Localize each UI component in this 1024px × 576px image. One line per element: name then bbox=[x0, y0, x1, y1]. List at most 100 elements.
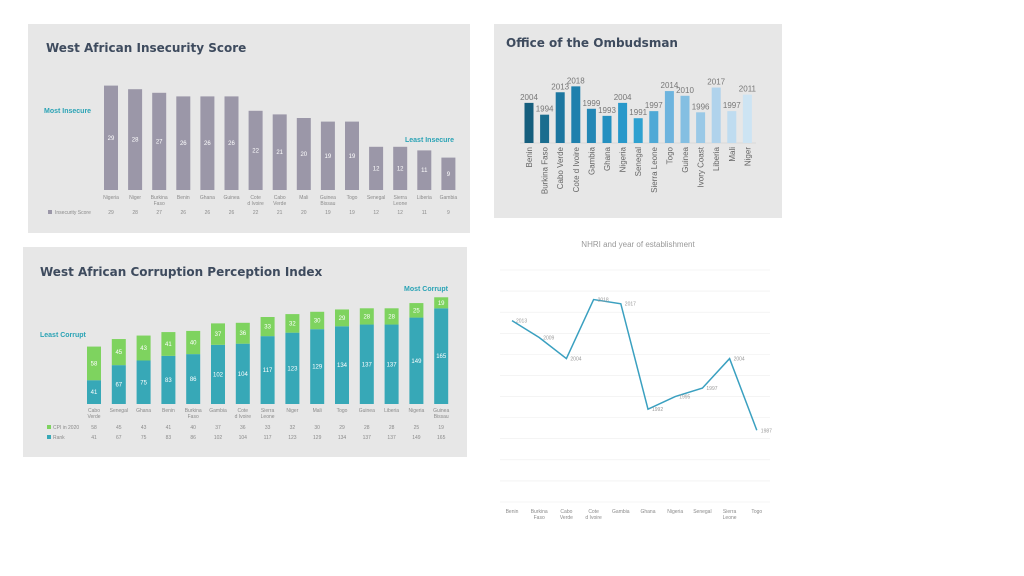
data-label: 2018 bbox=[567, 76, 585, 85]
bar-rank bbox=[310, 329, 325, 404]
data-label: 1995 bbox=[679, 395, 690, 401]
category-label: Ghana bbox=[200, 195, 215, 201]
bar bbox=[104, 85, 118, 190]
legend-label: Rank bbox=[53, 435, 65, 441]
table-value: 27 bbox=[156, 210, 162, 216]
category-label: Nigeria bbox=[619, 146, 628, 172]
data-label: 1992 bbox=[652, 407, 663, 413]
table-value: 41 bbox=[91, 435, 97, 441]
bar-cpi-in-2020 bbox=[434, 297, 449, 309]
table-value: 45 bbox=[116, 425, 122, 431]
bar bbox=[441, 157, 456, 190]
data-label: 1997 bbox=[723, 101, 741, 110]
bar bbox=[200, 96, 215, 190]
category-label: Ghana bbox=[640, 509, 655, 515]
table-value: 12 bbox=[397, 210, 403, 216]
data-label: 26 bbox=[180, 141, 187, 147]
category-label: Cabo Verde bbox=[556, 146, 565, 189]
table-value: 36 bbox=[240, 425, 246, 431]
data-label: 137 bbox=[362, 362, 373, 368]
category-label: Senegal bbox=[110, 408, 128, 414]
chart-title: NHRI and year of establishment bbox=[581, 240, 695, 249]
category-label: Guinea bbox=[223, 195, 239, 201]
bar-cpi-in-2020 bbox=[260, 317, 275, 337]
bar-cpi-in-2020 bbox=[87, 346, 101, 381]
category-label: Cote d Ivoire bbox=[572, 146, 581, 192]
table-value: 26 bbox=[229, 210, 235, 216]
data-label: 29 bbox=[339, 316, 346, 322]
table-value: 19 bbox=[349, 210, 355, 216]
chart-title: Office of the Ombudsman bbox=[506, 36, 678, 50]
category-label: Guinea bbox=[681, 146, 690, 172]
category-label: Cote d Ivoire bbox=[585, 509, 602, 521]
bar-rank bbox=[186, 354, 201, 404]
category-label: Nigeria bbox=[408, 408, 424, 414]
bar bbox=[248, 110, 263, 190]
data-label: 117 bbox=[263, 368, 273, 374]
data-label: 2013 bbox=[516, 319, 527, 325]
category-label: Nigeria bbox=[667, 509, 683, 515]
bar bbox=[128, 89, 143, 190]
category-label: Gambia bbox=[587, 146, 596, 175]
category-label: Liberia bbox=[417, 195, 432, 201]
category-label: Liberia bbox=[712, 146, 721, 171]
bar bbox=[296, 118, 311, 190]
data-label: 123 bbox=[287, 366, 298, 372]
bar bbox=[711, 87, 721, 143]
data-label: 28 bbox=[388, 314, 395, 320]
data-label: 19 bbox=[325, 154, 332, 160]
table-value: 104 bbox=[239, 435, 248, 441]
data-label: 67 bbox=[115, 383, 122, 389]
category-label: Ivory Coast bbox=[697, 146, 706, 187]
table-value: 19 bbox=[325, 210, 331, 216]
data-label: 25 bbox=[413, 308, 420, 314]
bar-rank bbox=[211, 344, 225, 404]
bar bbox=[224, 96, 239, 190]
category-label: Burkina Faso bbox=[185, 408, 202, 420]
data-label: 83 bbox=[165, 378, 172, 384]
bar-cpi-in-2020 bbox=[409, 303, 424, 318]
data-label: 11 bbox=[421, 168, 428, 174]
table-value: 21 bbox=[277, 210, 283, 216]
category-label: Senegal bbox=[367, 195, 385, 201]
data-label: 29 bbox=[108, 136, 115, 142]
bar-cpi-in-2020 bbox=[111, 339, 126, 366]
cpi-chart: West African Corruption Perception Index… bbox=[23, 247, 467, 457]
data-label: 21 bbox=[276, 150, 283, 156]
table-value: 28 bbox=[132, 210, 138, 216]
ombudsman-chart: Office of the Ombudsman 2004 Benin 1994 Burk… bbox=[494, 24, 782, 218]
bar-rank bbox=[260, 336, 275, 404]
data-label: 20 bbox=[300, 152, 307, 158]
bar bbox=[649, 111, 659, 143]
data-label: 137 bbox=[387, 362, 398, 368]
table-value: 41 bbox=[166, 425, 172, 431]
bar-cpi-in-2020 bbox=[310, 311, 325, 330]
table-value: 129 bbox=[313, 435, 322, 441]
category-label: Senegal bbox=[634, 147, 643, 177]
bar-rank bbox=[384, 324, 399, 404]
category-label: Liberia bbox=[384, 408, 399, 414]
table-value: 20 bbox=[301, 210, 307, 216]
data-label: 104 bbox=[238, 372, 249, 378]
nhri-line-chart: NHRI and year of establishment 2013 Benin 2… bbox=[500, 240, 772, 521]
category-label: Mali bbox=[313, 408, 322, 414]
data-label: 102 bbox=[213, 372, 224, 378]
bar bbox=[664, 91, 674, 143]
data-label: 2004 bbox=[614, 93, 632, 102]
category-label: Niger bbox=[743, 147, 752, 166]
table-value: 137 bbox=[387, 435, 396, 441]
bar-rank bbox=[235, 343, 250, 404]
data-label: 1994 bbox=[536, 105, 554, 114]
bar bbox=[345, 121, 359, 190]
category-label: Sierra Leone bbox=[261, 408, 275, 420]
data-label: 28 bbox=[132, 138, 139, 144]
bar bbox=[633, 118, 643, 143]
bar bbox=[555, 92, 565, 143]
bar-rank bbox=[359, 324, 374, 404]
data-label: 9 bbox=[447, 172, 451, 178]
data-label: 2013 bbox=[551, 82, 569, 91]
bar bbox=[176, 96, 191, 190]
category-label: Mali bbox=[728, 147, 737, 162]
category-label: Guinea Bissau bbox=[320, 195, 336, 207]
bar-rank bbox=[434, 308, 449, 404]
